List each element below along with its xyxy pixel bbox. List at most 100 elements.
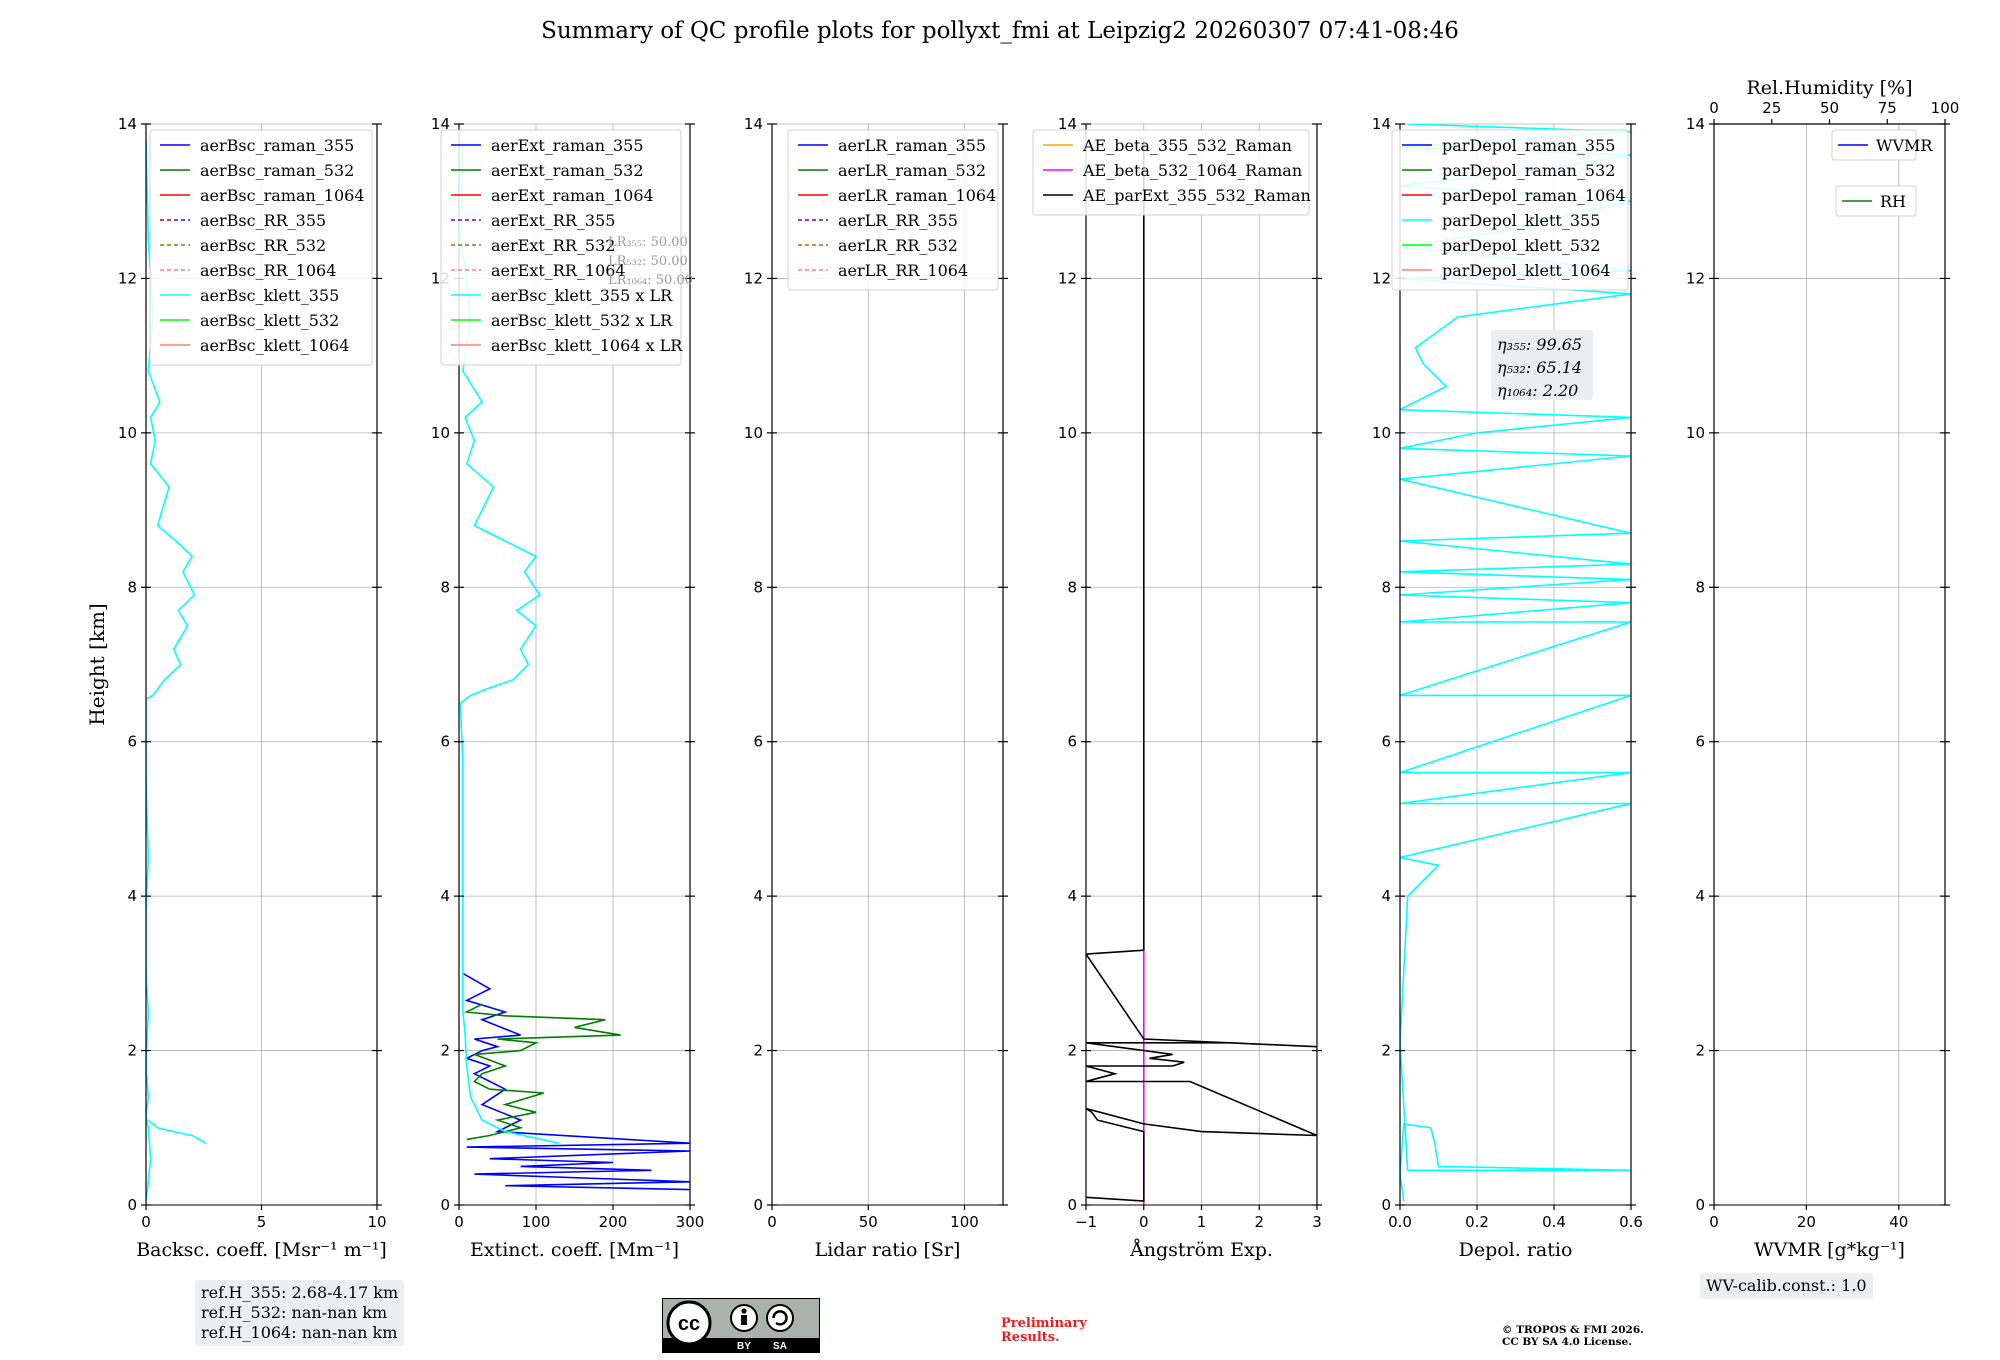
y-axis-label: Height [km] (85, 603, 109, 725)
panel-lidar_ratio: 0 2 4 6 8 10 12 14 0 50 100 Lidar ratio [Sr] aerLR_r… (744, 115, 1008, 1261)
x-tick-label: 5 (257, 1213, 267, 1231)
x-tick-label: 0.6 (1619, 1213, 1643, 1231)
legend-label: RH (1880, 192, 1906, 211)
legend-box-RH (1835, 185, 1917, 217)
x-tick-label: 0.4 (1542, 1213, 1566, 1231)
x-tick-label: 3 (1312, 1213, 1322, 1231)
top-x-tick-label: 25 (1762, 99, 1781, 117)
cc-by-label: BY (737, 1341, 751, 1352)
eta-label: η₁₀₆₄: 2.20 (1497, 381, 1578, 400)
series-aerBsc_klett_355_lowlayer (147, 1119, 207, 1144)
y-tick-label: 2 (127, 1042, 137, 1060)
y-tick-label: 10 (1686, 424, 1705, 442)
y-tick-label: 10 (431, 424, 450, 442)
y-tick-label: 2 (1695, 1042, 1705, 1060)
x-tick-label: 0.2 (1465, 1213, 1489, 1231)
y-tick-label: 10 (118, 424, 137, 442)
legend-label: aerLR_raman_1064 (838, 186, 996, 205)
legend-label: aerBsc_klett_532 x LR (491, 311, 673, 330)
x-tick-label: 2 (1254, 1213, 1264, 1231)
x-tick-label: 10 (367, 1213, 386, 1231)
legend-label: aerExt_raman_1064 (491, 186, 654, 205)
y-tick-label: 0 (127, 1196, 137, 1214)
series-aerExt_raman_532 (463, 1003, 621, 1141)
y-tick-label: 14 (1686, 115, 1705, 133)
ref-height-1064: ref.H_1064: nan-nan km (201, 1323, 398, 1342)
wv-calib-box: WV-calib.const.: 1.0 (1700, 1273, 1873, 1299)
x-tick-label: 200 (599, 1213, 628, 1231)
x-tick-label: 100 (950, 1213, 979, 1231)
legend-label: aerExt_RR_532 (491, 236, 615, 255)
eta-label: η₃₅₅: 99.65 (1497, 335, 1582, 354)
x-tick-label: 0 (1139, 1213, 1149, 1231)
legend-box (149, 129, 373, 366)
y-tick-label: 8 (1695, 578, 1705, 596)
legend-box (1032, 129, 1310, 216)
legend-label: parDepol_klett_532 (1442, 236, 1600, 255)
copyright-line-2: CC BY SA 4.0 License. (1502, 1336, 1632, 1348)
legend-label: aerLR_raman_355 (838, 136, 986, 155)
y-tick-label: 10 (1372, 424, 1391, 442)
y-tick-label: 6 (1381, 733, 1391, 751)
y-tick-label: 4 (1067, 887, 1077, 905)
y-tick-label: 8 (127, 578, 137, 596)
x-tick-label: 0 (1709, 1213, 1719, 1231)
preliminary-line-1: Preliminary (1001, 1316, 1087, 1331)
y-tick-label: 6 (1695, 733, 1705, 751)
x-tick-label: 0 (454, 1213, 464, 1231)
cc-icon (666, 1300, 712, 1346)
legend-label: AE_beta_355_532_Raman (1082, 136, 1292, 155)
legend-label: AE_parExt_355_532_Raman (1082, 186, 1311, 205)
preliminary-note: Preliminary Results. (1001, 1317, 1087, 1345)
legend-label: parDepol_raman_1064 (1442, 186, 1626, 205)
top-x-axis-label: Rel.Humidity [%] (1746, 77, 1912, 99)
legend-box (440, 129, 682, 366)
y-tick-label: 6 (127, 733, 137, 751)
legend-label: parDepol_raman_532 (1442, 161, 1615, 180)
top-x-tick-label: 100 (1931, 99, 1960, 117)
y-tick-label: 4 (440, 887, 450, 905)
y-tick-label: 2 (1067, 1042, 1077, 1060)
y-tick-label: 2 (753, 1042, 763, 1060)
legend-label: parDepol_klett_1064 (1442, 261, 1611, 280)
y-tick-label: 6 (440, 733, 450, 751)
legend-label: aerBsc_klett_355 x LR (491, 286, 673, 305)
x-tick-label: 300 (676, 1213, 705, 1231)
x-axis-label: Ångström Exp. (1129, 1239, 1273, 1261)
x-axis-label: Extinct. coeff. [Mm⁻¹] (470, 1239, 679, 1261)
series-group (1086, 139, 1317, 1205)
legend-label: aerBsc_RR_1064 (200, 261, 336, 280)
lr-label: LR₅₃₂: 50.00 (608, 254, 688, 269)
legend-label: aerLR_RR_1064 (838, 261, 968, 280)
legend-label: AE_beta_532_1064_Raman (1082, 161, 1302, 180)
y-tick-label: 0 (1381, 1196, 1391, 1214)
legend-label: aerLR_RR_532 (838, 236, 958, 255)
legend-label: aerExt_RR_355 (491, 211, 615, 230)
wv-calib-const: WV-calib.const.: 1.0 (1706, 1276, 1867, 1295)
legend-label: aerBsc_klett_1064 (200, 336, 349, 355)
ref-height-532: ref.H_532: nan-nan km (201, 1303, 388, 1322)
legend-label: aerLR_RR_355 (838, 211, 958, 230)
y-tick-label: 2 (1381, 1042, 1391, 1060)
ref-height-box: ref.H_355: 2.68-4.17 km ref.H_532: nan-n… (195, 1280, 405, 1346)
series-aerBsc_klett_355 x LR (459, 139, 560, 1144)
y-tick-label: 6 (1067, 733, 1077, 751)
legend-label: aerExt_RR_1064 (491, 261, 626, 280)
x-tick-label: 50 (859, 1213, 878, 1231)
y-tick-label: 14 (1372, 115, 1391, 133)
y-tick-label: 0 (753, 1196, 763, 1214)
y-tick-label: 8 (753, 578, 763, 596)
y-tick-label: 4 (1695, 887, 1705, 905)
x-tick-label: 0 (141, 1213, 151, 1231)
y-tick-label: 14 (431, 115, 450, 133)
legend-box (787, 129, 999, 291)
series-AE_parExt_355_532_Raman (1086, 139, 1317, 1202)
y-tick-label: 0 (1695, 1196, 1705, 1214)
series-group (459, 139, 690, 1191)
legend-label: aerExt_raman_532 (491, 161, 644, 180)
series-aerExt_raman_355 (462, 972, 690, 1191)
y-tick-label: 0 (440, 1196, 450, 1214)
